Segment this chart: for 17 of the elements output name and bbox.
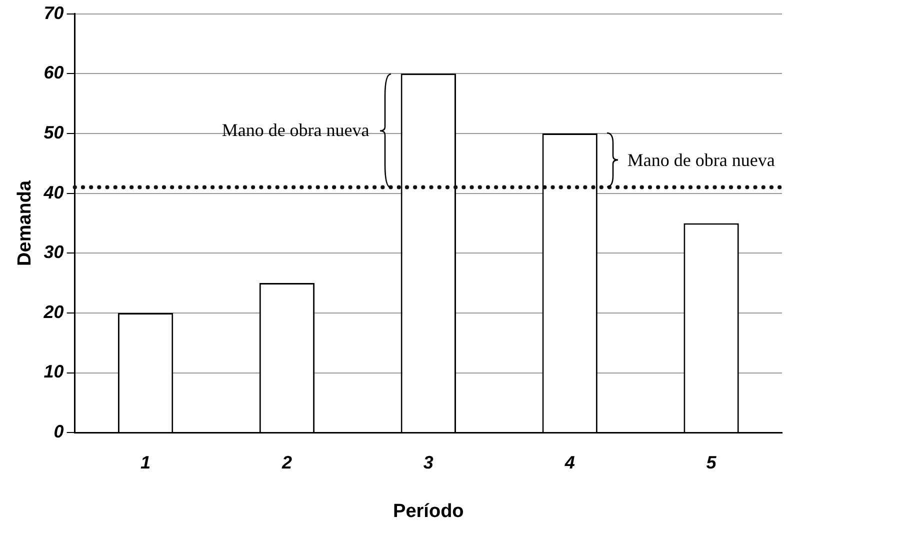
- annotation: Mano de obra nueva: [627, 150, 775, 171]
- y-axis-title: Demanda: [14, 180, 36, 266]
- y-tick-label: 10: [44, 362, 64, 382]
- y-tick-label: 30: [44, 242, 64, 262]
- y-tick-label: 40: [42, 182, 64, 202]
- y-tick-label: 70: [44, 2, 64, 23]
- x-tick-label: 2: [280, 452, 292, 472]
- y-tick-label: 20: [42, 302, 64, 322]
- x-tick-label: 3: [423, 452, 434, 472]
- y-tick-label: 50: [44, 122, 64, 142]
- x-tick-label: 1: [140, 452, 151, 472]
- x-tick-label: 5: [706, 452, 718, 472]
- y-tick-label: 0: [54, 422, 64, 442]
- x-tick-label: 4: [564, 452, 575, 472]
- y-tick-label: 60: [44, 62, 64, 83]
- annotation: Mano de obra nueva: [222, 120, 370, 141]
- x-axis-title: Período: [393, 500, 464, 522]
